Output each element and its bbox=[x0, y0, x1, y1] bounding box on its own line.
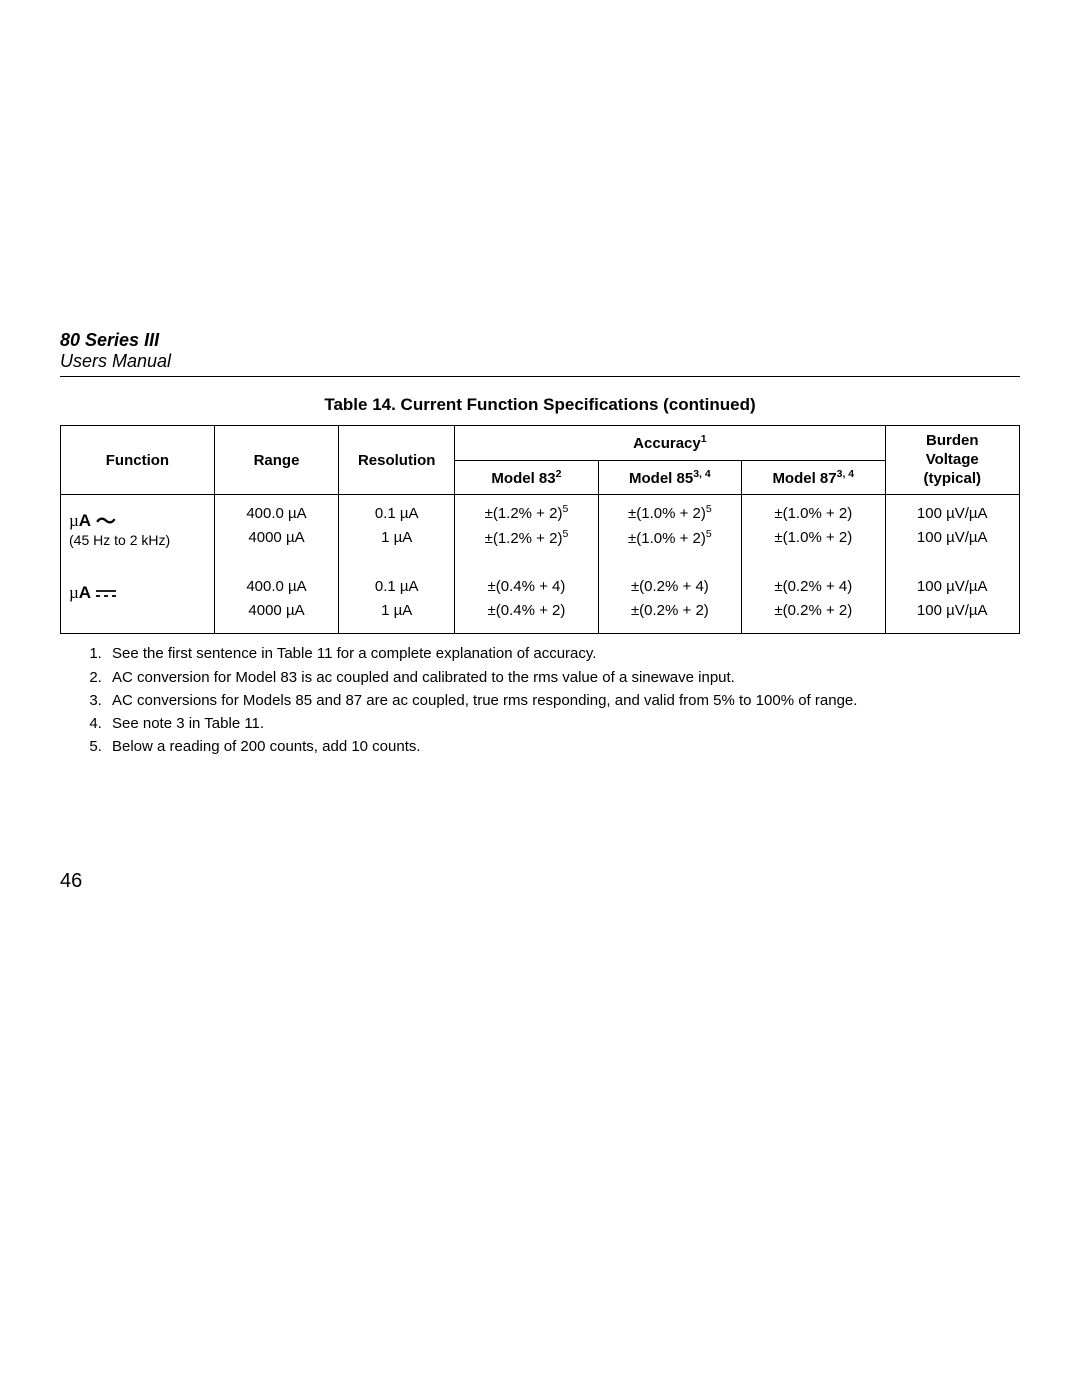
table-head: Function Range Resolution Accuracy1 Burd… bbox=[61, 426, 1020, 495]
dc-range1: 400.0 µA bbox=[223, 575, 330, 599]
page-content: 80 Series III Users Manual Table 14. Cur… bbox=[60, 330, 1020, 759]
footnote-3: AC conversions for Models 85 and 87 are … bbox=[106, 689, 1020, 712]
col-range: Range bbox=[214, 426, 338, 495]
row-ac: µA 〜 (45 Hz to 2 kHz) 400.0 µA 4000 µA 0… bbox=[61, 495, 1020, 558]
model85-label: Model 85 bbox=[629, 470, 693, 487]
func-ac-bold: A bbox=[79, 511, 91, 530]
page-number: 46 bbox=[60, 870, 82, 893]
col-model87: Model 873, 4 bbox=[742, 460, 885, 495]
dc-m83-1: ±(0.4% + 4) bbox=[463, 575, 589, 599]
dc-res1: 0.1 µA bbox=[347, 575, 446, 599]
accuracy-label: Accuracy bbox=[633, 435, 701, 452]
model83-label: Model 83 bbox=[491, 470, 555, 487]
footnote-4: See note 3 in Table 11. bbox=[106, 712, 1020, 735]
footnote-5: Below a reading of 200 counts, add 10 co… bbox=[106, 735, 1020, 758]
col-function: Function bbox=[61, 426, 215, 495]
col-model83: Model 832 bbox=[455, 460, 598, 495]
col-burden: Burden Voltage (typical) bbox=[885, 426, 1020, 495]
manual-subtitle: Users Manual bbox=[60, 351, 1020, 372]
func-dc-label: µA bbox=[69, 583, 117, 602]
ac-m87-2: ±(1.0% + 2) bbox=[750, 526, 876, 550]
row-dc: µA 400.0 µA 4000 µA 0.1 µA 1 µA ±(0.4% +… bbox=[61, 557, 1020, 634]
dc-m87-1: ±(0.2% + 4) bbox=[750, 575, 876, 599]
ac-res1: 0.1 µA bbox=[347, 502, 446, 526]
dc-m87-2: ±(0.2% + 2) bbox=[750, 599, 876, 623]
model87-sup: 3, 4 bbox=[837, 468, 855, 480]
footnote-1: See the first sentence in Table 11 for a… bbox=[106, 642, 1020, 665]
table-body: µA 〜 (45 Hz to 2 kHz) 400.0 µA 4000 µA 0… bbox=[61, 495, 1020, 634]
ac-wave-icon: 〜 bbox=[96, 511, 116, 533]
model83-sup: 2 bbox=[556, 468, 562, 480]
spec-table: Function Range Resolution Accuracy1 Burd… bbox=[60, 425, 1020, 634]
model87-label: Model 87 bbox=[772, 470, 836, 487]
footnote-2: AC conversion for Model 83 is ac coupled… bbox=[106, 666, 1020, 689]
func-ac-mu: µ bbox=[69, 511, 79, 530]
burden-l1: Burden bbox=[894, 432, 1012, 451]
dc-res2: 1 µA bbox=[347, 599, 446, 623]
func-dc-mu: µ bbox=[69, 583, 79, 602]
dc-range2: 4000 µA bbox=[223, 599, 330, 623]
ac-res2: 1 µA bbox=[347, 526, 446, 550]
col-resolution: Resolution bbox=[339, 426, 455, 495]
ac-m83-1: ±(1.2% + 2)5 bbox=[463, 501, 589, 526]
dc-bur1: 100 µV/µA bbox=[894, 575, 1012, 599]
model85-sup: 3, 4 bbox=[693, 468, 711, 480]
burden-l2: Voltage bbox=[894, 451, 1012, 470]
ac-range2: 4000 µA bbox=[223, 526, 330, 550]
ac-range1: 400.0 µA bbox=[223, 502, 330, 526]
dc-m83-2: ±(0.4% + 2) bbox=[463, 599, 589, 623]
func-ac-freq: (45 Hz to 2 kHz) bbox=[69, 532, 170, 548]
series-title: 80 Series III bbox=[60, 330, 1020, 351]
ac-m83-2: ±(1.2% + 2)5 bbox=[463, 526, 589, 551]
page-header-block: 80 Series III Users Manual bbox=[60, 330, 1020, 377]
ac-m87-1: ±(1.0% + 2) bbox=[750, 502, 876, 526]
accuracy-sup: 1 bbox=[701, 433, 707, 445]
ac-m85-2: ±(1.0% + 2)5 bbox=[607, 526, 733, 551]
footnotes-list: See the first sentence in Table 11 for a… bbox=[60, 642, 1020, 758]
dc-m85-1: ±(0.2% + 4) bbox=[607, 575, 733, 599]
func-dc-bold: A bbox=[79, 583, 91, 602]
ac-bur1: 100 µV/µA bbox=[894, 502, 1012, 526]
dc-symbol-icon bbox=[91, 583, 117, 602]
table-caption: Table 14. Current Function Specification… bbox=[60, 395, 1020, 415]
ac-m85-1: ±(1.0% + 2)5 bbox=[607, 501, 733, 526]
dc-m85-2: ±(0.2% + 2) bbox=[607, 599, 733, 623]
col-accuracy-group: Accuracy1 bbox=[455, 426, 885, 461]
dc-bur2: 100 µV/µA bbox=[894, 599, 1012, 623]
func-ac-label: µA 〜 bbox=[69, 511, 116, 530]
ac-bur2: 100 µV/µA bbox=[894, 526, 1012, 550]
burden-l3: (typical) bbox=[894, 470, 1012, 489]
col-model85: Model 853, 4 bbox=[598, 460, 741, 495]
